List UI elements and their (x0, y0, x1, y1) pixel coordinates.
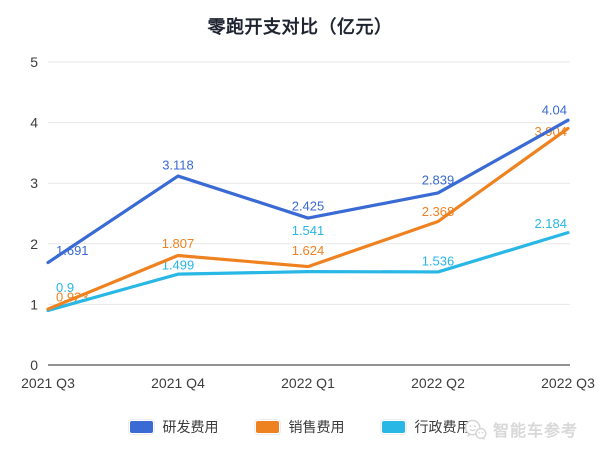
line-chart: 0 1 2 3 4 5 2021 Q3 2021 Q4 2022 Q1 2022 Q2 2022 Q… (21, 54, 595, 391)
watermark-text: 智能车参考 (492, 423, 578, 440)
legend-label-rd: 研发费用 (162, 419, 219, 435)
legend-swatch-sales-icon (253, 419, 281, 435)
legend-item-admin: 行政费用 (379, 417, 471, 437)
legend-swatch-admin-icon (379, 419, 407, 435)
svg-text:2022 Q2: 2022 Q2 (411, 375, 465, 391)
svg-text:4: 4 (30, 115, 38, 131)
svg-text:2022 Q1: 2022 Q1 (281, 375, 335, 391)
svg-text:1.807: 1.807 (162, 236, 195, 251)
chart-legend: 研发费用 销售费用 行政费用 (0, 417, 600, 437)
svg-text:2: 2 (30, 236, 38, 252)
svg-text:2021 Q3: 2021 Q3 (21, 375, 75, 391)
svg-text:2.839: 2.839 (422, 172, 455, 187)
svg-text:0.9: 0.9 (56, 280, 74, 295)
legend-label-admin: 行政费用 (414, 419, 471, 435)
svg-text:2.425: 2.425 (292, 199, 325, 214)
legend-item-sales: 销售费用 (253, 417, 345, 437)
watermark: 智能车参考 (463, 417, 578, 441)
svg-text:1.536: 1.536 (422, 253, 455, 268)
wechat-icon (463, 418, 488, 441)
svg-text:2.184: 2.184 (534, 216, 567, 231)
chart-title: 零跑开支对比（亿元） (207, 17, 393, 37)
svg-text:1.691: 1.691 (56, 243, 89, 258)
svg-text:0: 0 (30, 357, 38, 373)
legend-item-rd: 研发费用 (127, 417, 219, 437)
svg-text:3.118: 3.118 (162, 158, 194, 173)
svg-text:1: 1 (30, 296, 38, 312)
svg-text:5: 5 (30, 54, 38, 70)
svg-text:1.499: 1.499 (162, 258, 195, 273)
svg-text:2022 Q3: 2022 Q3 (541, 375, 595, 391)
svg-text:4.04: 4.04 (542, 103, 567, 118)
svg-text:1.624: 1.624 (292, 243, 325, 258)
svg-text:1.541: 1.541 (292, 223, 325, 238)
legend-swatch-rd-icon (127, 419, 155, 435)
svg-text:2021 Q4: 2021 Q4 (151, 375, 205, 391)
legend-label-sales: 销售费用 (288, 419, 345, 435)
svg-text:3: 3 (30, 175, 38, 191)
